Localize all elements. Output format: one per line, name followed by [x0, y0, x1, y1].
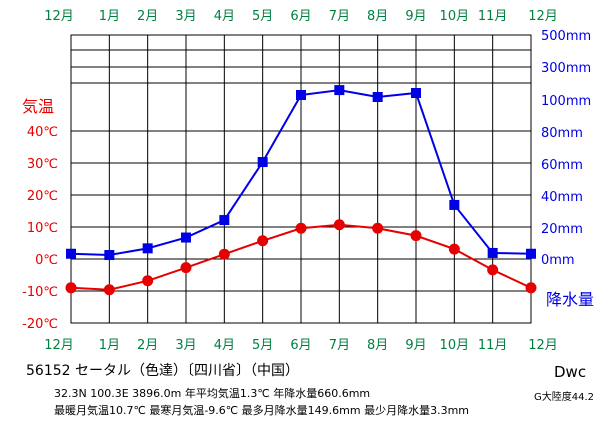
- temperature-axis-title: 気温: [22, 97, 54, 116]
- precipitation-tick-label: 20mm: [541, 222, 583, 237]
- temperature-tick-label: 10℃: [27, 221, 58, 236]
- temperature-tick-label: 30℃: [27, 157, 58, 172]
- month-label-bottom: 7月: [329, 338, 350, 353]
- temperature-tick-label: 40℃: [27, 125, 58, 140]
- koppen-classification: Dwc: [554, 363, 587, 381]
- temperature-point: [410, 230, 422, 242]
- temperature-point: [142, 275, 154, 287]
- month-label-top: 3月: [175, 9, 196, 24]
- temperature-point: [333, 219, 345, 231]
- station-name: 56152 セータル（色達）〔四川省〕（中国）: [26, 363, 299, 379]
- temperature-tick-label: -20℃: [22, 317, 58, 332]
- temperature-point: [525, 282, 537, 294]
- grid-lines: [70, 34, 532, 324]
- precipitation-point: [219, 215, 230, 226]
- month-labels-bottom: 12月 1月 2月 3月 4月 5月 6月 7月 8月 9月 10月 11月 12月: [44, 338, 558, 353]
- precipitation-axis-title: 降水量: [546, 290, 594, 309]
- precipitation-point: [372, 92, 383, 102]
- precipitation-point: [449, 199, 460, 210]
- precipitation-point: [296, 90, 306, 100]
- month-label-top: 11月: [478, 9, 508, 24]
- precipitation-point: [334, 85, 345, 96]
- month-label-top: 7月: [329, 9, 350, 24]
- month-label-top: 6月: [290, 9, 311, 24]
- continentality-index: G大陸度44.2: [534, 392, 595, 403]
- temperature-series: [65, 219, 537, 296]
- temperature-point: [65, 282, 77, 294]
- temperature-point: [218, 248, 230, 260]
- precipitation-tick-label: 80mm: [541, 126, 583, 141]
- month-label-top: 12月: [44, 9, 74, 24]
- temperature-point: [257, 235, 269, 247]
- month-label-top: 12月: [528, 9, 558, 24]
- precipitation-tick-label: 0mm: [541, 253, 575, 268]
- month-label-bottom: 1月: [99, 338, 120, 353]
- month-label-bottom: 12月: [44, 338, 74, 353]
- month-label-top: 1月: [99, 9, 120, 24]
- precipitation-point: [257, 157, 268, 168]
- month-label-bottom: 6月: [290, 338, 311, 353]
- precipitation-point: [142, 243, 153, 254]
- temperature-point: [180, 262, 192, 274]
- precipitation-axis: 500mm 300mm 100mm 80mm 60mm 40mm 20mm 0mm: [541, 29, 591, 268]
- temperature-axis: 40℃ 30℃ 20℃ 10℃ 0℃ -10℃ -20℃: [22, 125, 58, 332]
- precipitation-tick-label: 40mm: [541, 190, 583, 205]
- month-label-bottom: 12月: [528, 338, 558, 353]
- month-label-bottom: 11月: [478, 338, 508, 353]
- temperature-point: [448, 243, 460, 255]
- temperature-point: [487, 264, 499, 276]
- precipitation-point: [411, 88, 421, 98]
- month-label-bottom: 9月: [405, 338, 426, 353]
- precipitation-tick-label: 60mm: [541, 158, 583, 173]
- precipitation-tick-label: 300mm: [541, 61, 591, 76]
- station-info-line-2: 最暖月気温10.7℃ 最寒月気温-9.6℃ 最多月降水量149.6mm 最少月降…: [54, 404, 469, 417]
- month-label-top: 9月: [405, 9, 426, 24]
- month-label-top: 2月: [137, 9, 158, 24]
- precipitation-series: [66, 85, 536, 261]
- month-label-bottom: 8月: [367, 338, 388, 353]
- month-label-bottom: 2月: [137, 338, 158, 353]
- precipitation-tick-label: 100mm: [541, 94, 591, 109]
- temperature-point: [103, 284, 115, 296]
- temperature-point: [295, 222, 307, 234]
- month-label-top: 4月: [214, 9, 235, 24]
- precipitation-tick-label: 500mm: [541, 29, 591, 44]
- station-info-line-1: 32.3N 100.3E 3896.0m 年平均気温1.3℃ 年降水量660.6…: [54, 387, 371, 400]
- month-label-bottom: 10月: [440, 338, 470, 353]
- month-label-top: 10月: [440, 9, 470, 24]
- month-label-top: 8月: [367, 9, 388, 24]
- precipitation-point: [66, 248, 76, 259]
- month-label-bottom: 5月: [252, 338, 273, 353]
- precipitation-point: [487, 247, 498, 258]
- temperature-tick-label: 0℃: [35, 253, 58, 268]
- temperature-tick-label: 20℃: [27, 189, 58, 204]
- precipitation-point: [181, 232, 191, 243]
- precipitation-point: [104, 250, 115, 261]
- month-label-bottom: 4月: [214, 338, 235, 353]
- month-label-top: 5月: [252, 9, 273, 24]
- month-labels-top: 12月 1月 2月 3月 4月 5月 6月 7月 8月 9月 10月 11月 12月: [44, 9, 558, 24]
- temperature-tick-label: -10℃: [22, 285, 58, 300]
- month-label-bottom: 3月: [175, 338, 196, 353]
- precipitation-point: [526, 248, 536, 259]
- temperature-point: [372, 222, 384, 234]
